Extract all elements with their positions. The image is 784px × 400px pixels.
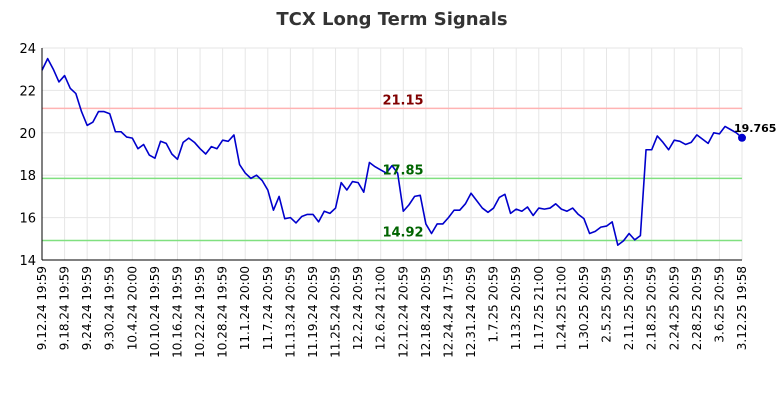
x-tick-label: 10.28.24 19:59 bbox=[216, 266, 230, 358]
x-tick-label: 9.24.24 19:59 bbox=[80, 266, 94, 350]
x-tick-label: 12.2.24 20:59 bbox=[351, 266, 365, 350]
x-tick-label: 9.12.24 19:59 bbox=[35, 266, 49, 350]
y-tick-label: 20 bbox=[19, 127, 36, 142]
y-tick-label: 22 bbox=[19, 84, 36, 99]
y-tick-label: 24 bbox=[19, 42, 36, 57]
axes: 14 16 18 20 22 24 9.12.24 19:59 9.18.24 19:59 9.… bbox=[19, 42, 749, 358]
x-tick-label: 12.24.24 17:59 bbox=[441, 266, 455, 358]
y-tick-label: 18 bbox=[19, 169, 36, 184]
x-tick-label: 11.19.24 20:59 bbox=[306, 266, 320, 358]
x-tick-label: 1.13.25 20:59 bbox=[509, 266, 523, 350]
last-point-marker bbox=[738, 133, 746, 142]
x-tick-label: 10.10.24 19:59 bbox=[148, 266, 162, 358]
grid bbox=[41, 47, 743, 261]
price-series-line bbox=[41, 57, 743, 246]
chart-title: TCX Long Term Signals bbox=[276, 9, 507, 30]
x-tick-label: 12.18.24 20:59 bbox=[419, 266, 433, 358]
x-tick-label: 9.18.24 19:59 bbox=[58, 266, 72, 350]
x-tick-label: 11.7.24 20:59 bbox=[261, 266, 275, 350]
x-tick-label: 10.16.24 19:59 bbox=[170, 266, 184, 358]
x-tick-label: 9.30.24 19:59 bbox=[103, 266, 117, 350]
x-tick-label: 3.6.25 20:59 bbox=[712, 266, 726, 343]
y-tick-label: 14 bbox=[19, 254, 36, 269]
x-tick-label: 1.17.25 21:00 bbox=[532, 266, 546, 350]
labels-layer: 21.15 17.85 14.92 19.765 bbox=[382, 93, 776, 240]
x-tick-label: 1.24.25 21:00 bbox=[554, 266, 568, 350]
x-tick-label: 12.12.24 20:59 bbox=[396, 266, 410, 358]
series-layer bbox=[41, 57, 746, 246]
x-tick-label: 2.5.25 20:59 bbox=[600, 266, 614, 343]
x-tick-label: 12.31.24 20:59 bbox=[464, 266, 478, 358]
signal-line-label: 14.92 bbox=[382, 225, 423, 240]
y-tick-label: 16 bbox=[19, 212, 36, 227]
x-tick-label: 11.13.24 20:59 bbox=[283, 266, 297, 358]
x-tick-label: 1.30.25 20:59 bbox=[577, 266, 591, 350]
x-tick-label: 2.11.25 20:59 bbox=[622, 266, 636, 350]
x-tick-label: 10.4.24 20:00 bbox=[125, 266, 139, 350]
x-tick-label: 2.18.25 20:59 bbox=[645, 266, 659, 350]
x-tick-label: 2.24.25 20:59 bbox=[667, 266, 681, 350]
x-tick-label: 3.12.25 19:58 bbox=[735, 266, 749, 350]
x-tick-label: 11.1.24 20:00 bbox=[238, 266, 252, 350]
signal-line-label: 21.15 bbox=[382, 93, 423, 108]
x-tick-label: 2.28.25 20:59 bbox=[690, 266, 704, 350]
last-value-label: 19.765 bbox=[734, 122, 776, 135]
x-tick-label: 12.6.24 21:00 bbox=[374, 266, 388, 350]
signal-lines bbox=[42, 107, 742, 242]
signal-line-label: 17.85 bbox=[382, 163, 423, 178]
x-tick-label: 11.25.24 20:59 bbox=[329, 266, 343, 358]
x-tick-label: 1.7.25 20:59 bbox=[487, 266, 501, 343]
x-tick-label: 10.22.24 19:59 bbox=[193, 266, 207, 358]
